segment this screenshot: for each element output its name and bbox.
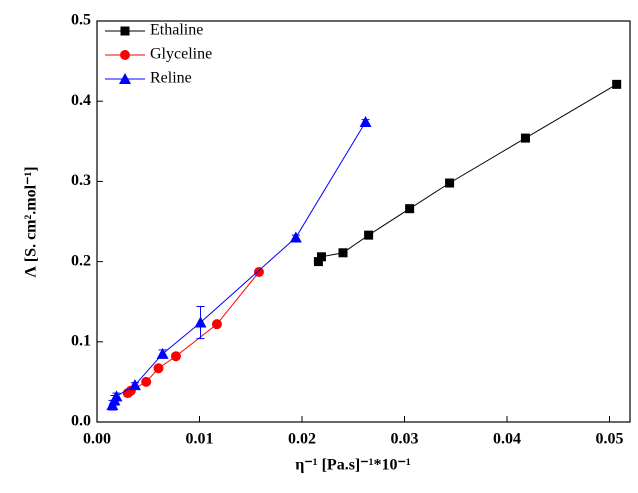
x-axis-label: η⁻¹ [Pa.s]⁻¹*10⁻¹ <box>295 457 411 474</box>
marker <box>405 204 415 214</box>
x-tick-label: 0.02 <box>288 431 316 448</box>
y-tick-label: 0.4 <box>71 92 91 109</box>
marker <box>141 376 152 387</box>
x-tick-label: 0.03 <box>391 431 419 448</box>
marker <box>253 267 264 278</box>
marker <box>211 319 222 330</box>
marker <box>338 248 348 258</box>
series-line <box>317 83 617 262</box>
marker <box>359 116 372 128</box>
marker <box>316 252 326 262</box>
x-tick-label: 0.00 <box>83 431 111 448</box>
y-axis-label: Λ [S. cm².mol⁻¹] <box>23 166 40 277</box>
marker <box>445 178 455 188</box>
marker <box>110 390 123 402</box>
marker <box>156 347 169 359</box>
marker <box>170 351 181 362</box>
y-tick-label: 0.0 <box>71 413 91 430</box>
marker <box>194 316 207 328</box>
marker <box>520 133 530 143</box>
marker <box>612 79 622 89</box>
legend-marker <box>120 26 130 36</box>
marker <box>289 231 302 243</box>
legend-marker <box>119 73 131 84</box>
x-tick-label: 0.01 <box>186 431 214 448</box>
y-tick-label: 0.5 <box>71 12 91 29</box>
y-tick-label: 0.2 <box>71 252 91 269</box>
legend-label: Reline <box>150 70 192 87</box>
marker <box>153 363 164 374</box>
marker <box>128 379 141 391</box>
series-line <box>111 121 366 406</box>
marker <box>364 230 374 240</box>
y-tick-label: 0.3 <box>71 172 91 189</box>
series-line <box>127 271 260 394</box>
legend-label: Glyceline <box>150 46 212 63</box>
legend-marker <box>120 50 130 60</box>
x-tick-label: 0.04 <box>493 431 521 448</box>
x-tick-label: 0.05 <box>596 431 624 448</box>
y-tick-label: 0.1 <box>71 332 91 349</box>
plot-frame <box>96 20 631 423</box>
marker <box>313 257 323 267</box>
legend-label: Ethaline <box>150 22 203 39</box>
